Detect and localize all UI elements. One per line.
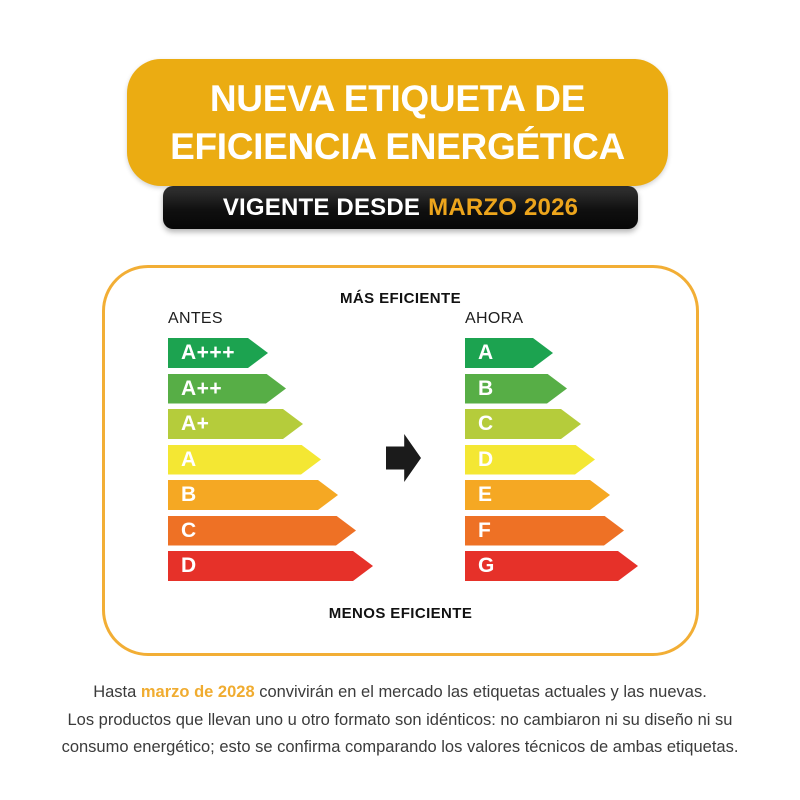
grade-bar-label: A+ bbox=[181, 412, 210, 435]
grade-bar-label: D bbox=[478, 447, 494, 471]
grade-bar-d: D bbox=[168, 551, 373, 581]
grade-bar-aplus: A+ bbox=[168, 409, 303, 439]
grade-bar-c: C bbox=[168, 516, 356, 546]
page-title: NUEVA ETIQUETA DE EFICIENCIA ENERGÉTICA bbox=[170, 75, 625, 171]
title-banner: NUEVA ETIQUETA DE EFICIENCIA ENERGÉTICA bbox=[127, 59, 668, 186]
grade-bar-label: A++ bbox=[181, 376, 223, 400]
footer-date-highlight: marzo de 2028 bbox=[140, 683, 255, 701]
grade-bar-b: B bbox=[168, 480, 338, 510]
grade-bar-g: G bbox=[465, 551, 638, 581]
title-line-2: EFICIENCIA ENERGÉTICA bbox=[170, 125, 625, 167]
footer-line1-suffix: convivirán en el mercado las etiquetas a… bbox=[254, 683, 707, 701]
footer-line-1: Hasta marzo de 2028 convivirán en el mer… bbox=[0, 679, 800, 707]
validity-date: MARZO 2026 bbox=[428, 193, 579, 221]
grade-bar-label: G bbox=[478, 554, 495, 577]
grade-bar-e: E bbox=[465, 480, 610, 510]
grade-bar-label: E bbox=[478, 483, 493, 506]
validity-banner: VIGENTE DESDE MARZO 2026 bbox=[163, 186, 638, 229]
footer-line-2: Los productos que llevan uno u otro form… bbox=[67, 710, 733, 729]
grade-bar-label: A bbox=[181, 447, 197, 471]
grade-bar-label: B bbox=[181, 483, 197, 506]
footer-paragraph: Hasta marzo de 2028 convivirán en el mer… bbox=[0, 679, 800, 762]
more-efficient-label: MÁS EFICIENTE bbox=[339, 290, 462, 307]
grade-bar-label: B bbox=[478, 376, 494, 400]
grade-bar-label: C bbox=[478, 412, 494, 435]
after-column-title: AHORA bbox=[465, 310, 524, 327]
grade-bar-label: A+++ bbox=[181, 341, 235, 364]
grade-bar-b: B bbox=[465, 374, 567, 404]
grade-bar-label: A bbox=[478, 341, 494, 364]
grade-bar-a: A bbox=[168, 445, 321, 475]
footer-line1-prefix: Hasta bbox=[93, 683, 141, 701]
grade-bar-aplusplusplus: A+++ bbox=[168, 338, 268, 368]
grade-bar-a: A bbox=[465, 338, 553, 368]
before-column-title: ANTES bbox=[168, 310, 223, 327]
grade-bar-f: F bbox=[465, 516, 624, 546]
before-grade-scale: A+++ A++ A+ A B C D bbox=[168, 338, 373, 587]
grade-bar-label: D bbox=[181, 554, 197, 577]
label-comparison-card: MÁS EFICIENTE ANTES AHORA A+++ A++ A+ A B C D … bbox=[102, 265, 699, 656]
grade-bar-aplusplus: A++ bbox=[168, 374, 286, 404]
less-efficient-label: MENOS EFICIENTE bbox=[328, 605, 473, 622]
footer-line-3: consumo energético; esto se confirma com… bbox=[61, 738, 739, 756]
grade-bar-d: D bbox=[465, 445, 595, 475]
validity-text: VIGENTE DESDE bbox=[222, 193, 421, 221]
transition-arrow-icon bbox=[386, 434, 421, 482]
title-line-1: NUEVA ETIQUETA DE bbox=[209, 77, 586, 119]
grade-bar-label: F bbox=[478, 518, 492, 542]
grade-bar-c: C bbox=[465, 409, 581, 439]
grade-bar-label: C bbox=[181, 518, 197, 542]
